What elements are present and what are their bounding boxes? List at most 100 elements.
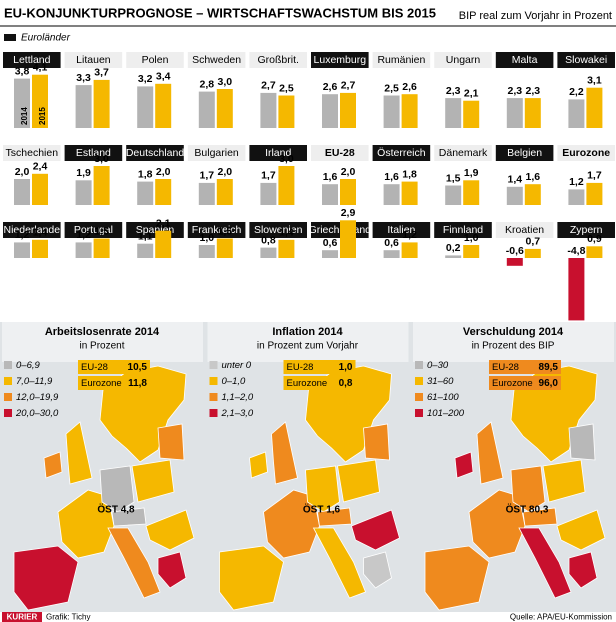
stat-label: EU-28 — [81, 362, 108, 373]
value-label: 1,0 — [464, 232, 479, 244]
bar — [14, 242, 30, 258]
country-label: Zypern — [570, 224, 603, 236]
legend-swatch — [209, 361, 218, 369]
legend-label: 7,0–11,9 — [16, 376, 53, 387]
bar — [260, 182, 277, 205]
stat-label: Eurozone — [81, 378, 122, 389]
country-label-bg — [434, 52, 492, 68]
country-label: Bulgarien — [194, 147, 239, 159]
source: Quelle: APA/EU-Kommission — [510, 613, 612, 622]
value-label: 1,7 — [261, 170, 276, 182]
country-label: Österreich — [377, 147, 426, 159]
value-label: 0,8 — [261, 234, 276, 246]
value-label: 3,4 — [156, 71, 171, 83]
country-label: Portugal — [74, 224, 113, 236]
value-label: 3,0 — [279, 153, 294, 165]
value-label: 1,6 — [384, 171, 399, 183]
value-label: 2,3 — [507, 85, 522, 97]
value-label: 1,2 — [569, 176, 584, 188]
value-label: 1,0 — [199, 232, 214, 244]
bar — [401, 181, 418, 205]
value-label: 2,1 — [156, 217, 171, 229]
country — [522, 507, 558, 527]
stat-label: Eurozone — [492, 378, 533, 389]
country — [476, 421, 504, 485]
bar — [340, 92, 356, 128]
value-label: 1,9 — [76, 167, 91, 179]
country-label: Griechenland — [309, 224, 372, 236]
country — [219, 545, 284, 611]
country-label: Frankreich — [192, 224, 242, 236]
country-label-bg — [557, 222, 615, 238]
value-label: 2,4 — [33, 161, 48, 173]
legend-swatch — [4, 34, 16, 41]
country-label-bg — [126, 145, 184, 161]
country-label: Ungarn — [446, 54, 481, 66]
value-label: 3,2 — [138, 73, 153, 85]
legend-swatch — [415, 393, 423, 401]
country — [99, 465, 135, 513]
bar — [445, 98, 462, 128]
country — [263, 489, 320, 559]
value-label: 2,2 — [569, 86, 584, 98]
stat-box — [489, 376, 561, 390]
bar — [93, 79, 110, 128]
country-label: Belgien — [507, 147, 542, 159]
value-label: 1,6 — [525, 171, 540, 183]
legend-label: unter 0 — [222, 360, 252, 371]
bar — [155, 230, 172, 258]
bar — [14, 78, 30, 128]
value-label: 2,8 — [199, 78, 214, 90]
value-label: 1,5 — [217, 225, 232, 237]
legend-label: 101–200 — [427, 408, 465, 419]
map-title: Arbeitslosenrate 2014 — [45, 326, 160, 338]
legend-swatch — [415, 377, 423, 385]
bar — [14, 179, 30, 205]
value-label: 3,1 — [587, 74, 602, 86]
legend-label: 1,1–2,0 — [222, 392, 254, 403]
footer-bg — [0, 612, 616, 622]
country — [568, 423, 596, 461]
country-label-bg — [311, 145, 369, 161]
country — [13, 545, 79, 611]
country-label: Slowenien — [254, 224, 303, 236]
country-label-bg — [3, 52, 61, 68]
country-label: Polen — [142, 54, 169, 66]
country-label-bg — [187, 222, 246, 238]
stat-label: EU-28 — [492, 362, 519, 373]
bar — [216, 179, 233, 205]
country — [510, 465, 546, 513]
value-label: 4,1 — [33, 61, 48, 73]
value-label: 1,5 — [94, 225, 109, 237]
bar — [568, 99, 585, 128]
panel-header — [207, 322, 409, 362]
country — [363, 551, 392, 589]
value-label: 2,1 — [464, 87, 479, 99]
austria-label: ÖST 80,3 — [506, 503, 549, 516]
country — [145, 509, 195, 551]
country — [305, 465, 340, 513]
value-label: 3,8 — [15, 65, 30, 77]
country-label: Estland — [76, 147, 111, 159]
value-label: 2,3 — [525, 85, 540, 97]
country-label-bg — [3, 222, 61, 238]
country-label-bg — [434, 222, 492, 238]
series-label: 2015 — [38, 107, 47, 125]
country-label-bg — [557, 52, 615, 68]
bar — [137, 86, 154, 128]
bar — [506, 258, 523, 266]
country-label-bg — [311, 52, 369, 68]
country — [454, 451, 474, 479]
bar — [463, 100, 480, 128]
country — [107, 527, 161, 599]
country — [249, 451, 268, 479]
bar — [93, 166, 110, 205]
value-label: 1,7 — [587, 170, 602, 182]
map-subtitle: in Prozent des BIP — [472, 341, 555, 352]
stat-value: 1,0 — [339, 362, 353, 373]
country — [556, 509, 606, 551]
legend-label: 20,0–30,0 — [15, 408, 59, 419]
bar — [322, 184, 338, 205]
bar — [586, 246, 603, 258]
